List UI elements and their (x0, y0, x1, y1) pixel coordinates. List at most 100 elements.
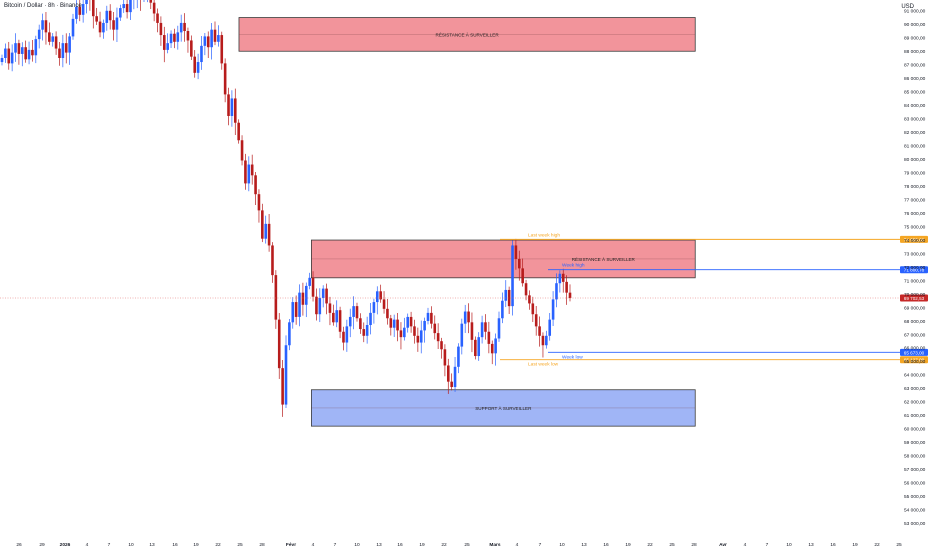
candle-body (501, 300, 504, 319)
candle-body (102, 22, 105, 33)
zone-label-0: RÉSISTANCE À SURVEILLER (436, 31, 500, 37)
y-tick-label: 85 000,00 (904, 90, 926, 96)
candle-body (200, 45, 203, 63)
candle-body (51, 36, 55, 42)
y-tick-label: 71 000,00 (904, 278, 926, 284)
x-tick-label: 19 (852, 542, 858, 548)
candle-body (34, 39, 38, 56)
candle-body (261, 210, 264, 239)
candle-body (545, 335, 548, 346)
candle-body (291, 302, 295, 323)
candle-body (68, 36, 71, 53)
candle-body (345, 326, 349, 343)
y-tick-label: 86 000,00 (904, 76, 926, 82)
candle-body (382, 299, 386, 309)
candle-body (58, 48, 61, 58)
candle-body (318, 298, 322, 315)
candle-body (166, 43, 169, 50)
candle-body (409, 316, 413, 327)
candle-body (54, 36, 58, 49)
x-tick-label: 13 (808, 542, 814, 548)
level-tag-1 (900, 266, 928, 274)
candle-body (568, 292, 572, 299)
x-tick-label: 22 (874, 542, 880, 548)
level-text-2: Week low (562, 354, 583, 360)
x-tick-label: 22 (215, 542, 221, 548)
candle-body (555, 283, 558, 300)
candle-body (105, 10, 109, 23)
y-tick-label: 61 000,00 (904, 413, 926, 419)
candle-body (524, 283, 528, 296)
candle-body (494, 338, 497, 354)
currency-label: USD (901, 4, 914, 10)
candle-body (541, 335, 545, 346)
candle-body (565, 281, 568, 293)
candle-body (531, 303, 535, 315)
level-tag-2 (900, 348, 928, 356)
x-tick-label: 29 (39, 542, 45, 548)
candle-body (186, 31, 190, 41)
level-text-3: Last week low (528, 362, 559, 368)
chart-title: Bitcoin / Dollar · 8h · Binance (4, 3, 82, 9)
candle-body (244, 160, 247, 184)
zone-label-2: SUPPORT À SURVEILLER (475, 405, 532, 411)
candle-body (217, 35, 220, 42)
y-tick-label: 79 000,00 (904, 170, 926, 176)
y-tick-label: 69 000,00 (904, 305, 926, 311)
x-tick-label: Avr (719, 542, 727, 548)
x-tick-label: 19 (625, 542, 631, 548)
y-tick-label: 56 000,00 (904, 481, 926, 487)
candle-body (298, 292, 301, 317)
level-text-0: Last week high (528, 232, 560, 238)
candle-body (193, 56, 197, 73)
candle-body (271, 245, 274, 276)
x-tick-label: 2026 (60, 542, 71, 548)
candle-body (173, 33, 176, 42)
candle-body (240, 140, 244, 161)
x-tick-label: Févr (286, 542, 296, 548)
candle-body (528, 295, 531, 304)
candle-body (48, 32, 51, 42)
y-tick-label: 67 000,00 (904, 332, 926, 338)
level-tag-4 (900, 294, 928, 302)
candle-body (342, 331, 345, 343)
x-tick-label: Mars (489, 542, 501, 548)
candle-body (355, 306, 359, 319)
y-tick-label: 59 000,00 (904, 440, 926, 446)
y-tick-label: 83 000,00 (904, 116, 926, 122)
candle-body (399, 330, 403, 338)
y-tick-label: 55 000,00 (904, 494, 926, 500)
candle-body (159, 22, 163, 36)
y-tick-label: 73 000,00 (904, 251, 926, 257)
candle-body (497, 318, 501, 339)
x-tick-label: 10 (128, 542, 134, 548)
candle-body (71, 18, 75, 37)
candle-body (453, 366, 457, 388)
candle-body (511, 245, 514, 307)
candle-body (517, 258, 521, 269)
x-tick-label: 16 (830, 542, 836, 548)
candle-body (470, 322, 474, 340)
y-tick-label: 54 000,00 (904, 508, 926, 514)
y-tick-label: 58 000,00 (904, 454, 926, 460)
y-tick-label: 82 000,00 (904, 130, 926, 136)
candle-body (301, 292, 305, 305)
candle-body (31, 49, 34, 56)
candle-body (328, 303, 332, 313)
candle-body (321, 288, 325, 299)
level-tag-label-3: 65 127,00 (904, 358, 925, 363)
candle-body (27, 49, 31, 60)
candle-body (277, 319, 281, 369)
candle-body (24, 47, 27, 60)
x-tick-label: 16 (603, 542, 609, 548)
candle-body (274, 275, 278, 320)
candle-body (85, 0, 88, 5)
candle-body (521, 268, 524, 284)
candle-body (223, 63, 227, 95)
candle-body (91, 0, 95, 17)
candle-body (176, 32, 180, 42)
x-tick-label: 4 (516, 542, 519, 548)
zone-label-1: RÉSISTANCE À SURVEILLER (572, 256, 636, 262)
